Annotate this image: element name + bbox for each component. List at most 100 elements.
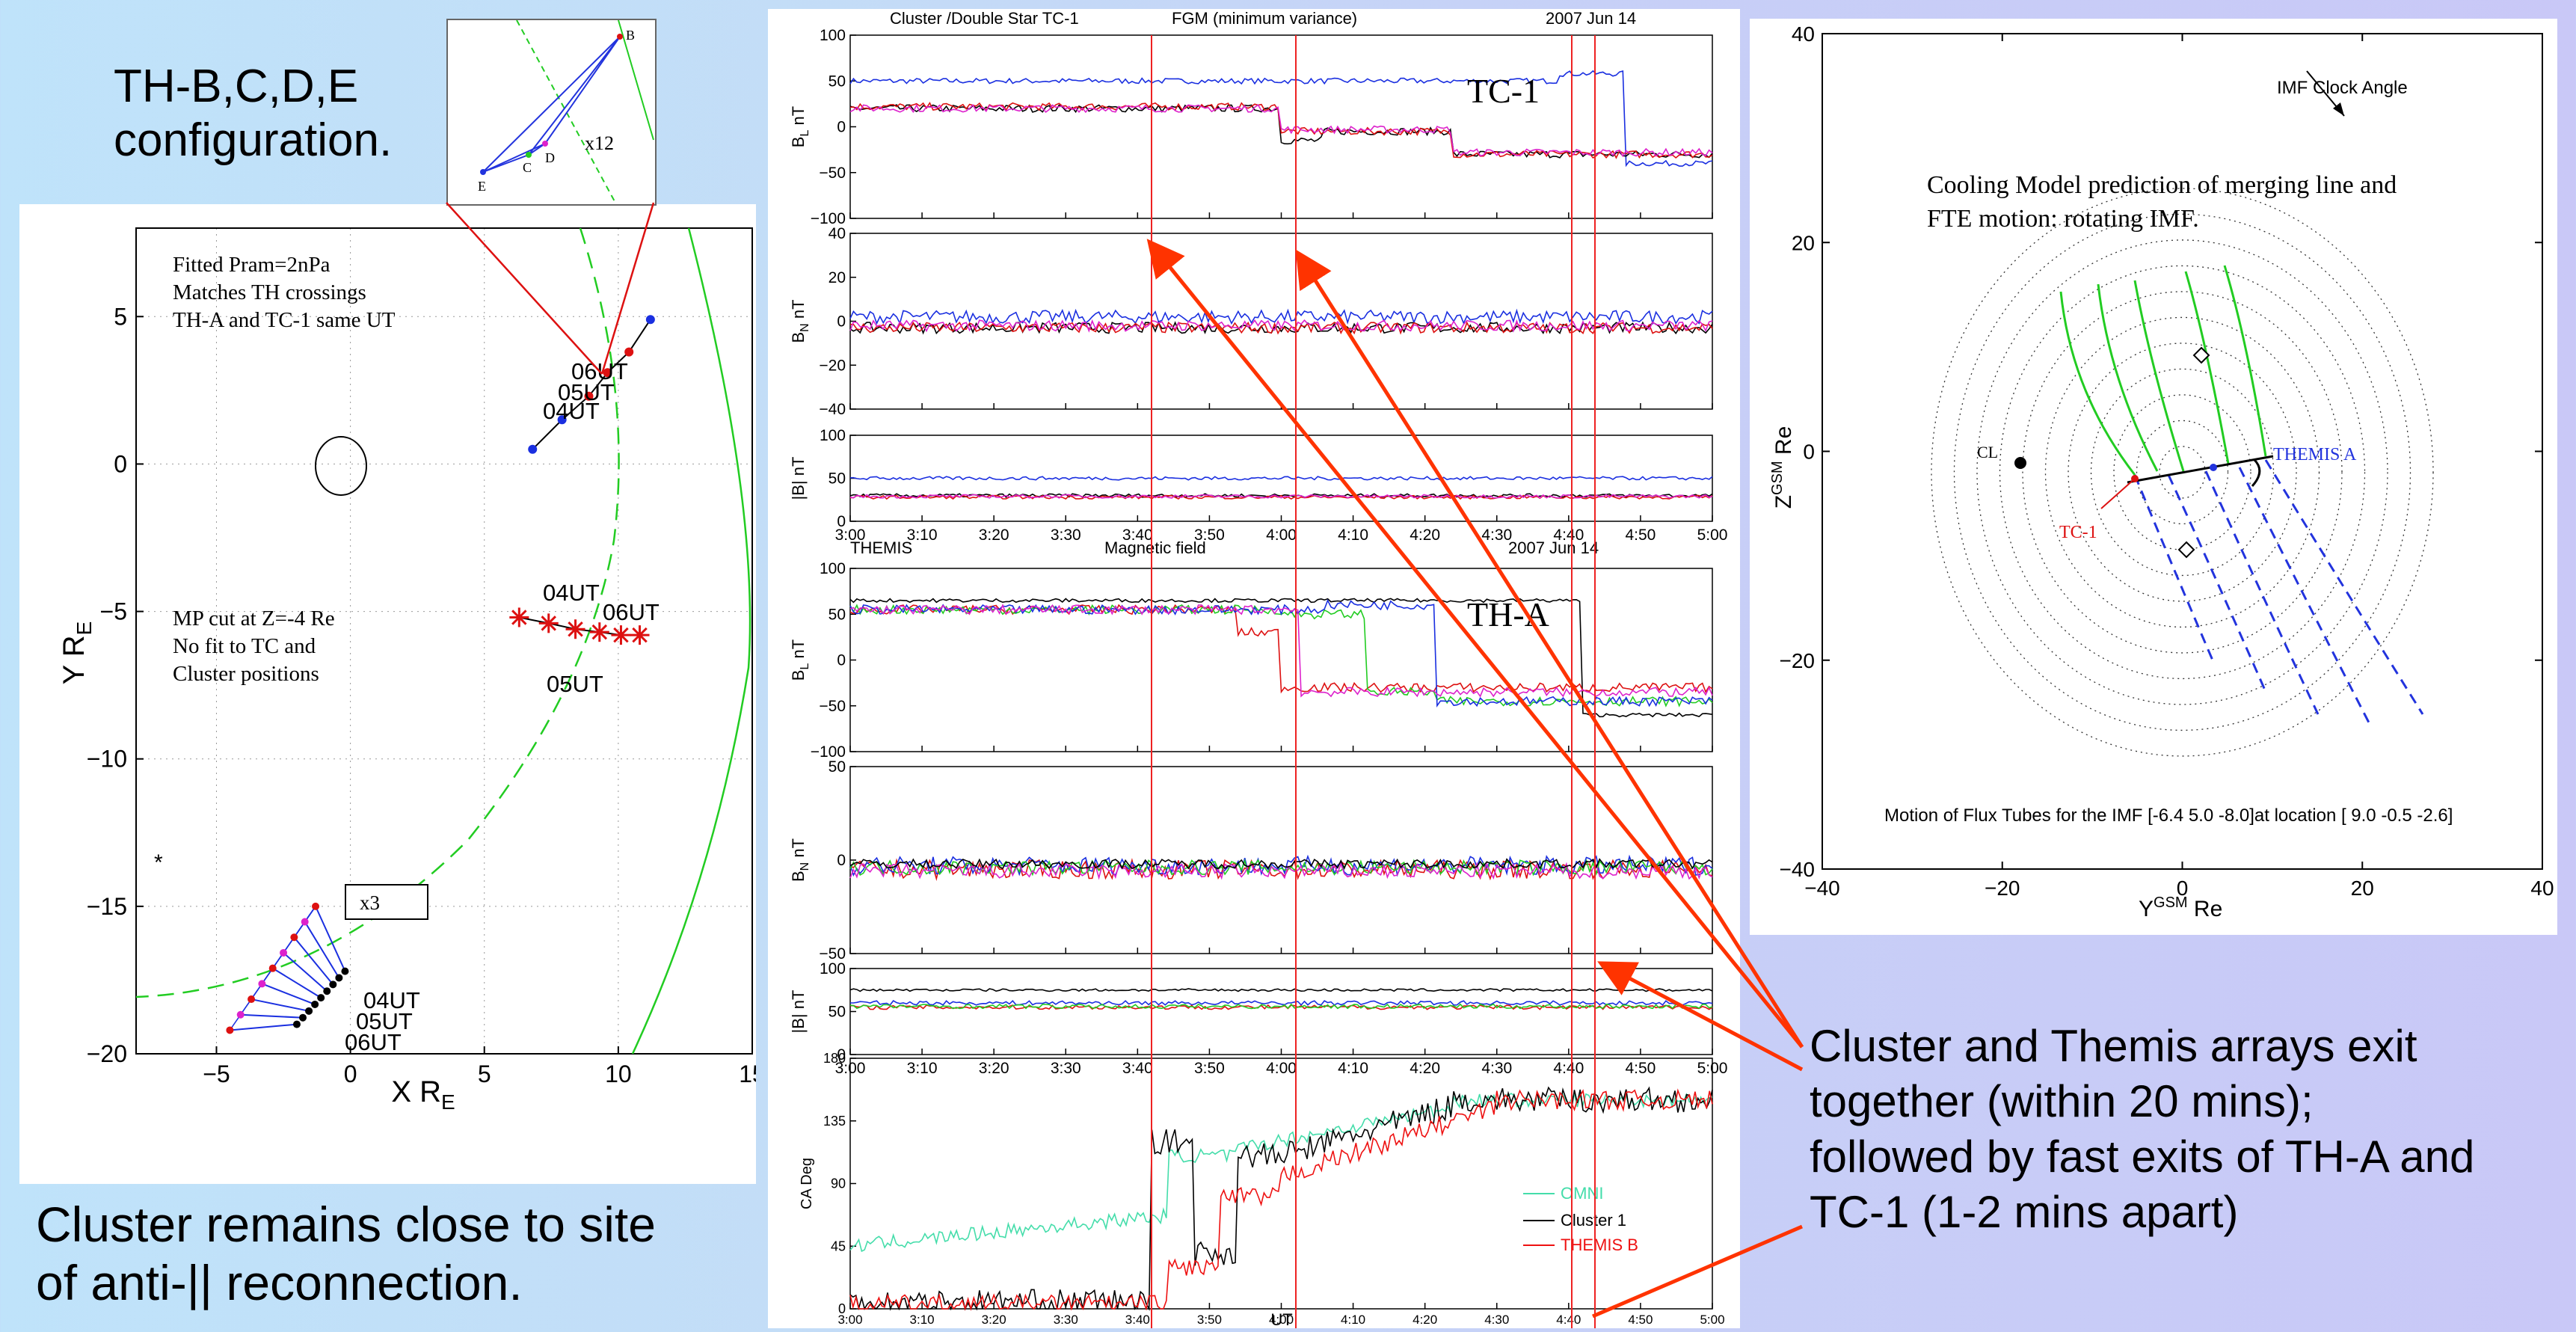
cluster-label-05: 05UT	[356, 1008, 413, 1034]
blue-tube-4	[2238, 467, 2372, 726]
inset-label-b: B	[626, 28, 635, 43]
tc1-ut-labels: 04UT 06UT 05UT	[543, 580, 660, 697]
ca-x-tick-label: 4:00	[1269, 1313, 1294, 1327]
ca-x-tick-label: 4:20	[1413, 1313, 1437, 1327]
ts-y-label-sub: N	[799, 323, 811, 332]
cooling-caption-2: FTE motion: rotating IMF.	[1927, 205, 2199, 233]
ts-subpanel-box	[849, 568, 1713, 752]
inset-label-c: C	[523, 160, 532, 175]
cooling-caption-1: Cooling Model prediction of merging line…	[1927, 171, 2397, 199]
cluster-marker	[2014, 457, 2026, 469]
ca-legend: OMNI Cluster 1 THEMIS B	[1523, 1184, 1638, 1254]
themis-track-point	[624, 347, 634, 357]
green-tube-2	[2097, 283, 2159, 472]
cluster-point-black	[305, 1007, 313, 1015]
ts-x-tick-label: 4:30	[1481, 527, 1512, 544]
ts-x-tick-label: 4:10	[1338, 1060, 1368, 1077]
ts-y-tick-label: −50	[819, 165, 846, 182]
ts-y-tick-label: 50	[829, 1004, 846, 1021]
orbit-x-tick-label: 15	[739, 1061, 756, 1087]
ts-x-tick-label: 3:30	[1051, 527, 1081, 544]
ts-y-tick-label: 0	[837, 852, 846, 869]
themis-track-point	[584, 391, 594, 401]
ts-y-axis-label: |B| nT	[789, 990, 808, 1034]
cluster-edge	[250, 998, 310, 1012]
cluster-label-04: 04UT	[363, 987, 420, 1013]
cooling-ring	[2136, 420, 2229, 525]
cluster-point-black	[341, 967, 349, 975]
ts-y-label-main: B	[789, 332, 808, 343]
ts-x-tick-label: 3:50	[1194, 527, 1225, 544]
ts-y-label-unit: nT	[789, 639, 808, 663]
orbit-x-tick-label: 0	[344, 1061, 357, 1087]
cluster-edge	[272, 967, 322, 998]
blue-tube-5	[2264, 459, 2424, 715]
note-mid-3: Cluster positions	[173, 662, 319, 686]
ca-x-tick-label: 3:00	[837, 1313, 862, 1327]
inset-dashed-mp	[516, 19, 617, 205]
cluster-ut-labels: 04UT 05UT 06UT	[345, 987, 420, 1055]
ts-y-tick-label: 0	[837, 513, 846, 530]
cluster-edge	[293, 936, 334, 985]
flux-tubes	[2014, 70, 2424, 726]
orbit-y-axis-label: Y RE	[58, 622, 96, 685]
themis-label-04-visible: 04UT	[543, 398, 600, 424]
ts-x-tick-label: 3:00	[835, 527, 866, 544]
cluster-edge	[304, 921, 340, 978]
ts-x-tick-label: 4:00	[1266, 1060, 1297, 1077]
ts-y-axis-label: BN nT	[789, 299, 811, 343]
orbit-y-tick-label: 5	[114, 303, 127, 330]
tc1-panel-label: TC-1	[1467, 72, 1540, 110]
orbit-y-tick-label: −5	[100, 598, 127, 625]
ts-y-label-sub: L	[799, 663, 811, 670]
ts-x-tick-label: 3:20	[979, 1060, 1009, 1077]
orbit-notes-top: Fitted Pram=2nPa Matches TH crossings TH…	[173, 253, 396, 332]
inset-configuration: B E C D x12	[446, 19, 657, 206]
orbit-x-tick-label: 5	[478, 1061, 491, 1087]
blue-tube-1	[2133, 474, 2215, 663]
ca-y-tick-label: 135	[823, 1114, 846, 1129]
cooling-x-axis-label: YGSM Re	[2139, 894, 2222, 921]
note-top-3: TH-A and TC-1 same UT	[173, 308, 396, 332]
tha-bl-red	[849, 604, 1713, 694]
diamond-upper	[2192, 346, 2210, 364]
green-tube-3	[2133, 280, 2185, 472]
ts-y-axis-label: BL nT	[789, 639, 811, 681]
title-text: TH-B,C,D,E configuration.	[114, 60, 392, 168]
cooling-x-tick-label: −20	[1985, 877, 2020, 900]
cooling-y-tick-label: −40	[1780, 858, 1816, 881]
orbit-x-ticks: −5 0 5 10 15	[203, 1046, 766, 1087]
ts-y-tick-label: 0	[837, 119, 846, 136]
bottom-left-text: Cluster remains close to site of anti-||…	[36, 1195, 656, 1312]
cluster-point	[248, 995, 256, 1004]
tc1-diagram-label: TC-1	[2059, 523, 2097, 542]
ts-y-tick-label: 50	[829, 470, 846, 488]
ts-x-tick-label: 4:20	[1410, 527, 1440, 544]
themis-label-05: 05UT	[558, 379, 615, 405]
note-mid-1: MP cut at Z=-4 Re	[173, 607, 335, 630]
earth-ellipse	[315, 436, 367, 496]
orbit-axes-box	[135, 227, 753, 1055]
right-text-line3: followed by fast exits of TH-A and	[1810, 1132, 2475, 1182]
right-text-line4: TC-1 (1-2 mins apart)	[1810, 1187, 2239, 1237]
cluster-point	[258, 980, 266, 988]
tc1-star-stroke	[632, 627, 648, 643]
tc1-star-stroke	[568, 621, 583, 637]
tc1-pointer	[2100, 478, 2136, 509]
cooling-y-tick-label: 20	[1792, 231, 1815, 254]
cooling-axes-box	[1822, 33, 2543, 870]
tc1-bl-magenta	[849, 103, 1713, 158]
cluster-point-black	[335, 974, 343, 982]
cooling-x-tick-label: −40	[1804, 877, 1840, 900]
cooling-dotted-rings	[1931, 188, 2434, 757]
cooling-ring	[2090, 368, 2275, 577]
ts-y-axis-label: |B| nT	[789, 457, 808, 500]
ts-x-tick-label: 4:20	[1410, 1060, 1440, 1077]
ts-y-tick-label: −50	[819, 945, 846, 963]
ts-y-tick-label: −100	[811, 743, 846, 761]
tc1-star-stroke	[511, 610, 527, 625]
tc1-track-point	[565, 619, 585, 639]
ts-y-tick-label: 40	[829, 225, 846, 242]
ca-y-tick-label: 0	[838, 1301, 846, 1316]
ca-x-tick-label: 3:10	[910, 1313, 935, 1327]
